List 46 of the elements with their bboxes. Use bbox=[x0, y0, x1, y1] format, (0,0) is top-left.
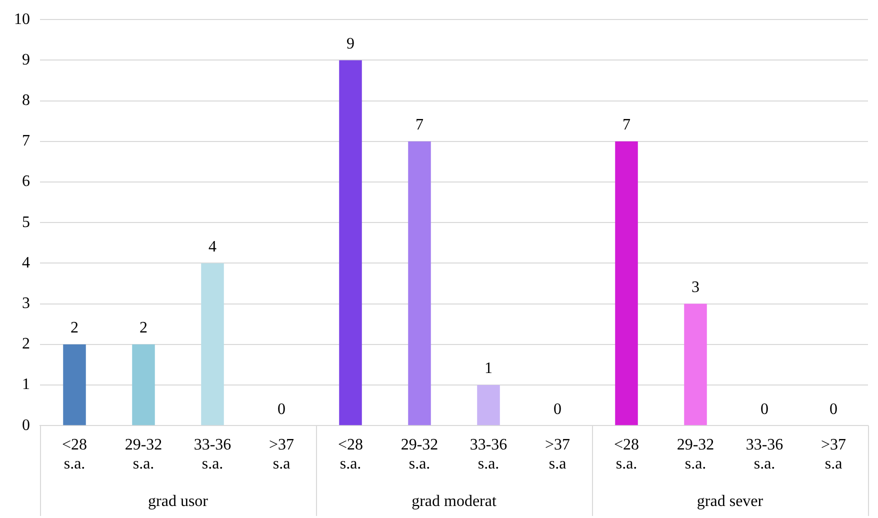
data-label: 1 bbox=[484, 360, 492, 378]
y-tick-label: 8 bbox=[22, 92, 30, 110]
y-tick-label: 3 bbox=[22, 295, 30, 312]
data-label: 4 bbox=[208, 238, 216, 256]
x-tick-label: 29-32 s.a. bbox=[676, 436, 714, 473]
data-label: 0 bbox=[278, 400, 286, 418]
data-label: 2 bbox=[70, 320, 78, 337]
x-tick-label: 33-36 s.a. bbox=[194, 436, 232, 473]
y-tick-label: 5 bbox=[22, 214, 30, 231]
y-tick-label: 6 bbox=[22, 173, 30, 190]
bar bbox=[684, 304, 707, 426]
x-tick-label: 33-36 s.a. bbox=[746, 436, 784, 473]
x-tick-label: 29-32 s.a. bbox=[400, 436, 438, 473]
x-tick-label: >37 s.a bbox=[268, 436, 294, 473]
bar bbox=[63, 344, 86, 426]
text: grad sever bbox=[696, 493, 764, 510]
bar bbox=[132, 344, 155, 426]
bar bbox=[201, 263, 224, 426]
bar bbox=[615, 141, 638, 426]
data-label: 0 bbox=[760, 400, 768, 418]
data-label: 7 bbox=[622, 116, 630, 134]
bar bbox=[408, 141, 431, 426]
text: grad usor bbox=[148, 493, 209, 510]
y-tick-label: 2 bbox=[22, 336, 30, 353]
data-label: 2 bbox=[140, 320, 148, 337]
y-tick-label: 4 bbox=[22, 254, 30, 272]
y-tick-label: 7 bbox=[22, 132, 30, 150]
y-tick-label: 1 bbox=[22, 376, 30, 394]
bar bbox=[339, 60, 362, 426]
x-tick-label: >37 s.a bbox=[820, 436, 846, 473]
y-tick-label: 9 bbox=[22, 51, 30, 68]
x-tick-label: 33-36 s.a. bbox=[470, 436, 508, 473]
x-tick-label: <28 s.a. bbox=[62, 436, 88, 473]
text: grad moderat bbox=[412, 493, 497, 510]
data-label: 7 bbox=[416, 116, 424, 134]
data-label: 0 bbox=[554, 400, 562, 418]
data-label: 0 bbox=[830, 400, 838, 418]
y-tick-label: 10 bbox=[14, 10, 30, 28]
y-tick-label: 0 bbox=[22, 416, 30, 434]
x-tick-label: >37 s.a bbox=[544, 436, 570, 473]
bar bbox=[477, 385, 500, 426]
x-tick-label: <28 s.a. bbox=[614, 436, 640, 473]
x-tick-label: 29-32 s.a. bbox=[124, 436, 162, 473]
data-label: 3 bbox=[692, 279, 700, 296]
x-tick-label: <28 s.a. bbox=[338, 436, 364, 473]
data-label: 9 bbox=[346, 35, 354, 52]
